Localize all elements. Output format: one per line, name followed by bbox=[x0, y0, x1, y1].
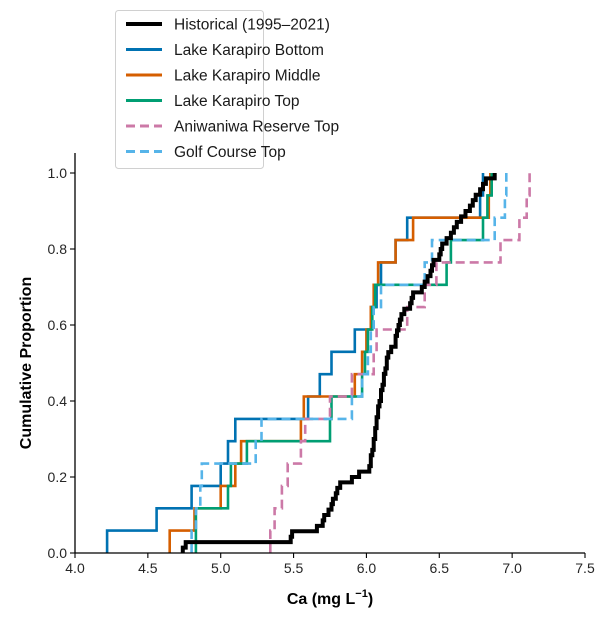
series-line-aniwaniwa-reserve-top bbox=[269, 173, 531, 553]
series-line-lake-karapiro-top bbox=[194, 173, 493, 553]
x-tick-label: 5.5 bbox=[284, 560, 304, 576]
legend-label-historical-1995-2021: Historical (1995–2021) bbox=[174, 17, 330, 34]
x-ticks: 4.0 4.5 5.0 5.5 6.0 6.5 7.0 7.5 bbox=[65, 553, 595, 576]
y-tick-label: 0.4 bbox=[48, 393, 68, 409]
y-tick-label: 0.2 bbox=[48, 469, 68, 485]
x-tick-label: 7.5 bbox=[575, 560, 595, 576]
x-axis-title-superscript: −1 bbox=[355, 588, 368, 600]
legend: Historical (1995–2021) Lake Karapiro Bott… bbox=[115, 10, 339, 169]
y-ticks: 0.0 0.2 0.4 0.6 0.8 1.0 bbox=[48, 165, 75, 561]
x-tick-label: 5.0 bbox=[211, 560, 231, 576]
y-axis-title: Cumulative Proportion bbox=[18, 277, 35, 449]
x-tick-label: 4.0 bbox=[65, 560, 85, 576]
y-tick-label: 0.8 bbox=[48, 241, 68, 257]
legend-label-aniwaniwa-reserve-top: Aniwaniwa Reserve Top bbox=[174, 119, 339, 136]
series-line-lake-karapiro-middle bbox=[168, 173, 492, 553]
x-axis-title-suffix: ) bbox=[368, 591, 373, 608]
legend-label-lake-karapiro-top: Lake Karapiro Top bbox=[174, 93, 300, 110]
y-tick-label: 1.0 bbox=[48, 165, 68, 181]
x-tick-label: 6.0 bbox=[357, 560, 377, 576]
legend-label-golf-course-top: Golf Course Top bbox=[174, 144, 286, 161]
x-tick-label: 7.0 bbox=[502, 560, 522, 576]
series-line-lake-karapiro-bottom bbox=[105, 173, 485, 553]
series-line-historical-1995-2021 bbox=[180, 173, 497, 553]
x-tick-label: 4.5 bbox=[138, 560, 158, 576]
axes bbox=[74, 153, 585, 554]
x-axis-title-main: Ca (mg L bbox=[287, 591, 356, 608]
legend-label-lake-karapiro-bottom: Lake Karapiro Bottom bbox=[174, 42, 324, 59]
y-tick-label: 0.0 bbox=[48, 545, 68, 561]
series-layer bbox=[105, 173, 531, 553]
x-tick-label: 6.5 bbox=[430, 560, 450, 576]
series-line-golf-course-top bbox=[190, 173, 508, 553]
y-tick-label: 0.6 bbox=[48, 317, 68, 333]
legend-label-lake-karapiro-middle: Lake Karapiro Middle bbox=[174, 68, 320, 85]
x-axis-title: Ca (mg L−1) bbox=[287, 588, 373, 608]
